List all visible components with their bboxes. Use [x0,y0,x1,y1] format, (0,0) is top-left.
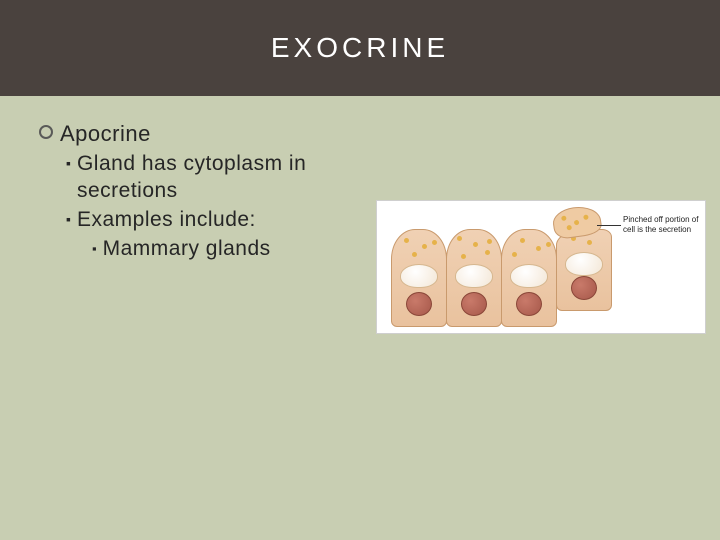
granule-icon [520,238,525,243]
granule-icon [487,239,492,244]
granule-icon [546,242,551,247]
gland-cell [501,229,557,327]
granule-icon [485,250,490,255]
granule-icon [587,240,592,245]
list-item: ▪ Gland has cytoplasm in secretions [66,150,368,205]
granule-icon [412,252,417,257]
square-bullet-icon: ▪ [66,212,71,226]
granule-icon [512,252,517,257]
list-item: ▪ Mammary glands [92,235,368,262]
granule-icon [583,214,589,220]
content-area: Apocrine ▪ Gland has cytoplasm in secret… [38,120,368,263]
lvl1-text: Apocrine [60,120,151,148]
lvl2-text: Gland has cytoplasm in secretions [77,150,368,205]
ring-bullet-icon [38,124,54,145]
granule-icon [432,240,437,245]
granule-icon [473,242,478,247]
slide-title: EXOCRINE [271,32,449,64]
granule-icon [574,220,580,226]
granule-icon [404,238,409,243]
granule-icon [566,225,572,231]
nucleus [516,292,542,316]
nucleus [406,292,432,316]
square-bullet-icon: ▪ [92,242,97,255]
gland-cell [391,229,447,327]
list-item: Apocrine [38,120,368,148]
granule-icon [461,254,466,259]
secretory-vacuole [565,252,603,276]
nucleus [571,276,597,300]
secretory-vacuole [455,264,493,288]
granule-icon [536,246,541,251]
leader-line [597,225,621,226]
title-band: EXOCRINE [0,0,720,96]
gland-cell [446,229,502,327]
granule-icon [561,215,567,221]
square-bullet-icon: ▪ [66,156,71,170]
nucleus [461,292,487,316]
slide: EXOCRINE Apocrine ▪ Gland has cytoplasm … [0,0,720,540]
secretory-vacuole [510,264,548,288]
diagram-caption: Pinched off portion of cell is the secre… [623,215,701,234]
secretory-vacuole [400,264,438,288]
apocrine-diagram: Pinched off portion of cell is the secre… [376,200,706,334]
granule-icon [457,236,462,241]
granule-icon [422,244,427,249]
list-item: ▪ Examples include: [66,206,368,233]
cells-row [391,229,611,327]
lvl2-text: Examples include: [77,206,256,233]
lvl3-text: Mammary glands [103,235,271,262]
gland-cell-pinched [556,229,612,311]
